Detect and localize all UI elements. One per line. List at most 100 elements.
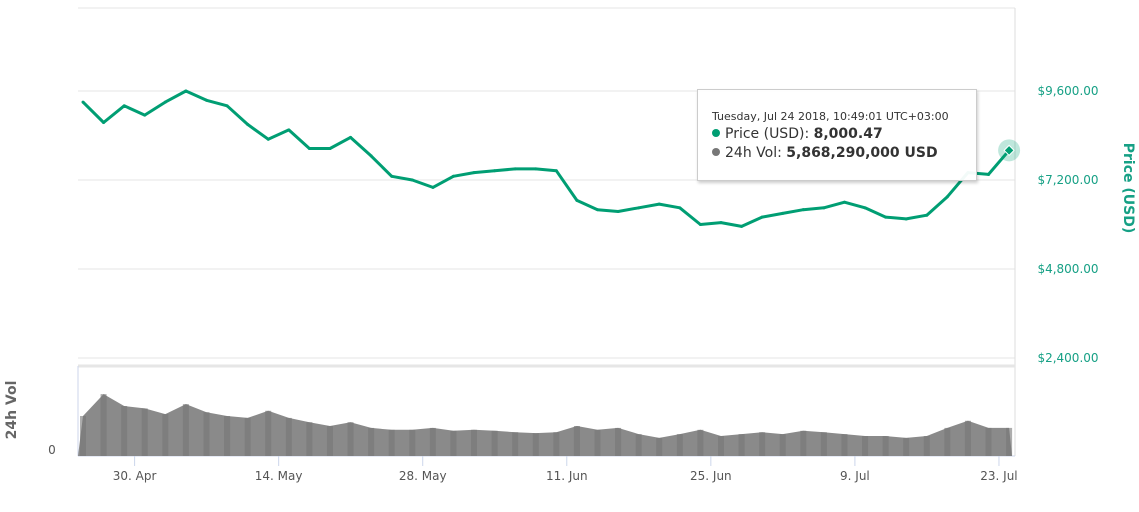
- volume-bar: [697, 429, 704, 456]
- price-point: [287, 128, 291, 132]
- volume-bar: [306, 422, 313, 456]
- x-tick-label: 14. May: [255, 469, 303, 483]
- price-point: [925, 213, 929, 217]
- volume-bar: [285, 417, 292, 456]
- price-point: [451, 174, 455, 178]
- x-tick-label: 23. Jul: [980, 469, 1017, 483]
- y-tick-label: $7,200.00: [1037, 173, 1098, 187]
- price-point: [987, 172, 991, 176]
- volume-bar: [882, 436, 889, 456]
- price-point: [81, 100, 85, 104]
- volume-bar: [676, 434, 683, 456]
- price-point: [637, 206, 641, 210]
- price-point: [328, 146, 332, 150]
- volume-bar: [326, 426, 333, 456]
- volume-bar: [100, 394, 107, 456]
- x-tick-label: 30. Apr: [113, 469, 157, 483]
- price-point: [616, 210, 620, 214]
- tooltip-date: Tuesday, Jul 24 2018, 10:49:01 UTC+03:00: [712, 110, 949, 123]
- volume-bar: [594, 429, 601, 456]
- price-point: [225, 104, 229, 108]
- price-point: [472, 171, 476, 175]
- volume-bar: [944, 427, 951, 456]
- volume-bar: [368, 427, 375, 456]
- y-tick-label: $4,800.00: [1037, 262, 1098, 276]
- volume-bar: [964, 420, 971, 456]
- price-point: [863, 206, 867, 210]
- price-point: [822, 206, 826, 210]
- volume-bar: [491, 430, 498, 456]
- volume-bar: [759, 432, 766, 456]
- volume-bar: [553, 432, 560, 456]
- price-point: [842, 200, 846, 204]
- price-point: [349, 135, 353, 139]
- volume-bar: [203, 412, 210, 456]
- price-point: [493, 169, 497, 173]
- volume-bar: [450, 430, 457, 456]
- hover-marker-icon[interactable]: [1003, 144, 1015, 156]
- volume-axis-label: 24h Vol: [4, 381, 20, 440]
- price-point: [904, 217, 908, 221]
- volume-bar: [141, 408, 148, 456]
- price-point: [246, 122, 250, 126]
- volume-bar: [738, 434, 745, 456]
- volume-bar: [862, 436, 869, 456]
- price-point: [204, 98, 208, 102]
- volume-bar: [409, 429, 416, 456]
- price-point: [102, 121, 106, 125]
- volume-area: [78, 394, 1012, 456]
- volume-bar: [1006, 427, 1013, 456]
- price-point: [719, 221, 723, 225]
- volume-bar: [471, 429, 478, 456]
- x-tick-label: 25. Jun: [690, 469, 732, 483]
- volume-dot-icon: [712, 148, 720, 156]
- volume-bar: [162, 414, 169, 456]
- price-dot-icon: [712, 129, 720, 137]
- volume-bar: [841, 434, 848, 456]
- volume-bar: [800, 430, 807, 456]
- y-tick-label: $9,600.00: [1037, 84, 1098, 98]
- tooltip-price-label: Price (USD):: [725, 126, 810, 142]
- volume-bar: [80, 416, 86, 456]
- price-point: [698, 223, 702, 226]
- volume-bar: [923, 436, 930, 456]
- price-point: [513, 167, 517, 171]
- volume-bar: [532, 433, 539, 456]
- volume-bar: [656, 437, 663, 456]
- y-tick-label: $2,400.00: [1037, 351, 1098, 365]
- volume-bar: [347, 422, 354, 456]
- tooltip-vol-value: 5,868,290,000 USD: [786, 145, 938, 161]
- price-point: [554, 169, 558, 173]
- tooltip-price-value: 8,000.47: [813, 126, 883, 142]
- volume-bar: [429, 427, 436, 456]
- price-point: [534, 167, 538, 171]
- price-point: [945, 195, 949, 199]
- volume-bar: [512, 432, 519, 456]
- price-point: [431, 185, 435, 189]
- price-point: [410, 178, 414, 182]
- volume-bar: [121, 406, 128, 456]
- volume-bar: [717, 436, 724, 456]
- volume-bar: [573, 426, 580, 456]
- volume-bar: [615, 427, 622, 456]
- price-point: [143, 113, 147, 117]
- price-point: [184, 89, 188, 93]
- x-tick-label: 11. Jun: [546, 469, 588, 483]
- volume-bar: [224, 416, 231, 456]
- volume-bar: [244, 417, 251, 456]
- x-tick-label: 9. Jul: [840, 469, 870, 483]
- tooltip-vol-label: 24h Vol:: [725, 145, 782, 161]
- volume-bar: [903, 437, 910, 456]
- price-point: [575, 198, 579, 202]
- price-point: [884, 215, 888, 219]
- price-point: [801, 208, 805, 212]
- volume-bar: [635, 434, 642, 456]
- price-point: [596, 208, 599, 212]
- price-point: [369, 154, 373, 158]
- volume-zero-label: 0: [48, 443, 56, 457]
- price-point: [390, 174, 394, 178]
- volume-bar: [388, 429, 395, 456]
- volume-bar: [182, 404, 189, 456]
- price-point: [163, 100, 167, 104]
